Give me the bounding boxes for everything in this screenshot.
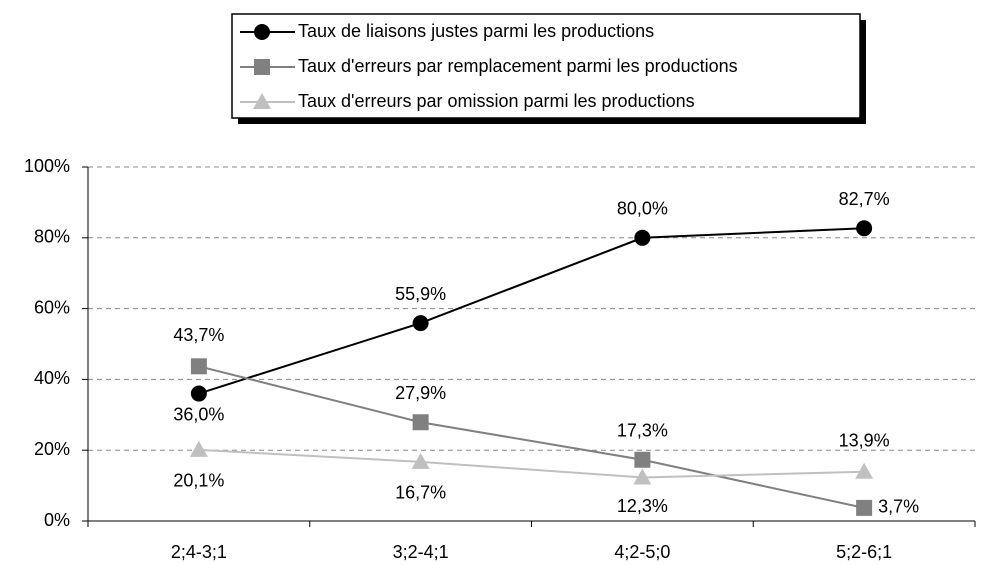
- legend-label: Taux de liaisons justes parmi les produc…: [298, 21, 654, 41]
- legend-label: Taux d'erreurs par remplacement parmi le…: [298, 56, 738, 76]
- value-label: 13,9%: [839, 431, 890, 451]
- marker: [190, 358, 207, 375]
- value-label: 27,9%: [395, 383, 446, 403]
- y-tick-label: 100%: [24, 156, 70, 176]
- value-label: 17,3%: [617, 421, 668, 441]
- value-label: 43,7%: [173, 325, 224, 345]
- series-line: [198, 448, 865, 479]
- legend: [231, 13, 861, 119]
- marker: [856, 499, 873, 516]
- legend-label: Taux d'erreurs par omission parmi les pr…: [298, 91, 695, 111]
- marker: [633, 468, 652, 485]
- value-label: 20,1%: [173, 471, 224, 491]
- value-label: 3,7%: [878, 497, 919, 517]
- legend-marker: [253, 93, 271, 109]
- legend-marker: [254, 59, 270, 75]
- y-tick-label: 80%: [34, 227, 70, 247]
- marker: [412, 414, 429, 431]
- x-tick-label: 3;2-4;1: [393, 542, 449, 562]
- y-tick-label: 0%: [44, 510, 70, 530]
- series-line: [198, 365, 865, 509]
- x-tick-label: 4;2-5;0: [614, 542, 670, 562]
- value-label: 36,0%: [173, 404, 224, 424]
- marker: [189, 440, 208, 457]
- value-label: 12,3%: [617, 496, 668, 516]
- marker: [411, 452, 430, 469]
- value-label: 55,9%: [395, 284, 446, 304]
- value-label: 80,0%: [617, 199, 668, 219]
- marker: [634, 451, 651, 468]
- marker: [634, 229, 651, 246]
- y-tick-label: 20%: [34, 439, 70, 459]
- x-tick-label: 5;2-6;1: [836, 542, 892, 562]
- y-tick-label: 40%: [34, 368, 70, 388]
- value-label: 16,7%: [395, 483, 446, 503]
- value-label: 82,7%: [839, 189, 890, 209]
- marker: [856, 220, 873, 237]
- marker: [190, 385, 207, 402]
- y-tick-label: 60%: [34, 297, 70, 317]
- marker: [412, 315, 429, 332]
- x-tick-label: 2;4-3;1: [171, 542, 227, 562]
- legend-marker: [254, 24, 270, 40]
- marker: [855, 462, 874, 479]
- series-line: [198, 227, 865, 395]
